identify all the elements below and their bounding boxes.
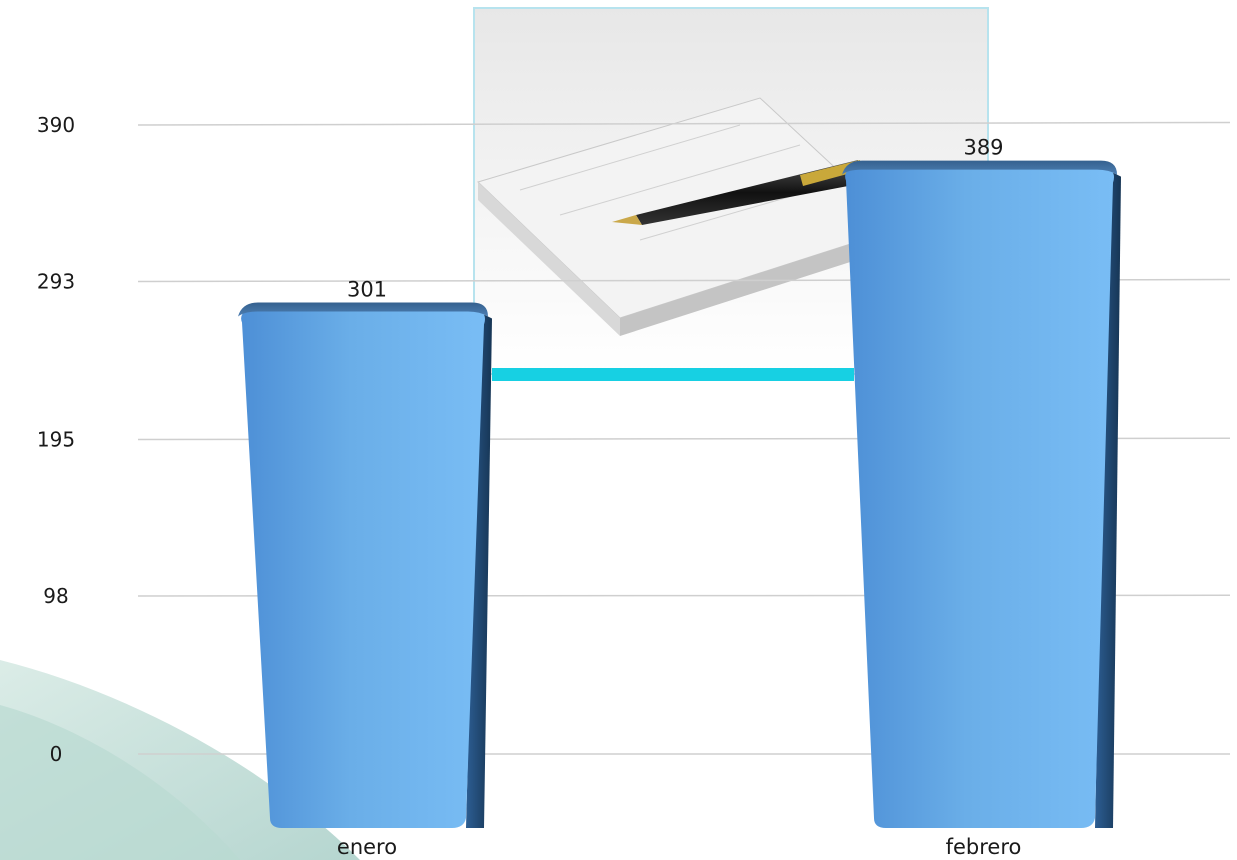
data-label-febrero: 389	[963, 136, 1003, 160]
bar-side	[1095, 170, 1121, 829]
bar-febrero	[842, 160, 1121, 829]
bar-enero	[238, 302, 492, 828]
data-label-enero: 301	[347, 278, 387, 302]
accent-bar	[492, 368, 854, 381]
y-tick-label: 195	[37, 428, 75, 452]
y-tick-label: 390	[37, 113, 75, 137]
bar-side	[466, 312, 492, 828]
bar-face	[241, 308, 485, 828]
gridline	[137, 121, 1231, 126]
bar-face	[845, 166, 1114, 829]
category-label-enero: enero	[337, 835, 397, 859]
y-axis-ticks: 390 293 195 98 0	[37, 113, 75, 766]
y-tick-label: 0	[50, 742, 63, 766]
category-label-febrero: febrero	[946, 835, 1022, 859]
category-labels: enero febrero	[337, 835, 1021, 859]
data-labels: 301 389	[347, 136, 1004, 302]
bar-top	[842, 160, 1117, 175]
y-tick-label: 293	[37, 269, 75, 293]
bar-top	[238, 302, 488, 317]
y-tick-label: 98	[43, 584, 68, 608]
bars	[238, 160, 1121, 829]
